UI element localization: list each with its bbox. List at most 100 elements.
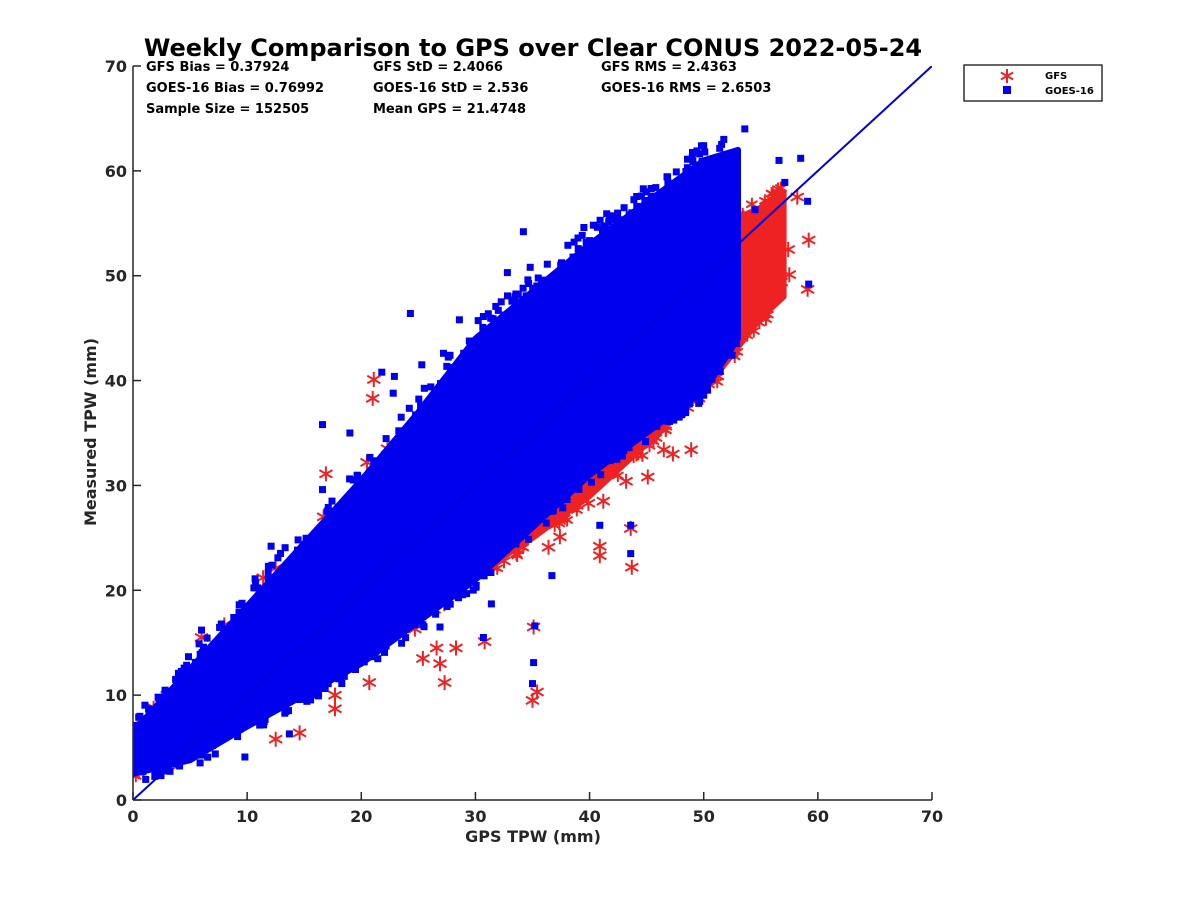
goes-16-point xyxy=(533,282,541,290)
gfs-point xyxy=(571,499,584,513)
y-tick-label: 10 xyxy=(105,686,127,705)
goes-16-point xyxy=(497,298,505,306)
goes-16-point xyxy=(321,685,329,692)
goes-16-point xyxy=(238,599,246,607)
goes-16-point xyxy=(620,447,628,455)
goes-16-point xyxy=(700,391,708,399)
goes-16-point xyxy=(474,317,482,325)
legend-entry-goes-16: GOES-16 xyxy=(1003,86,1094,97)
goes-16-point xyxy=(370,457,378,465)
goes-16-point xyxy=(615,216,623,224)
goes-16-point xyxy=(688,153,696,161)
goes-16-point xyxy=(142,775,150,783)
goes-16-point xyxy=(578,231,586,239)
goes-16-point xyxy=(647,185,655,192)
gfs-point xyxy=(268,731,283,747)
goes-16-point xyxy=(487,600,495,608)
goes-16-point xyxy=(458,588,466,596)
goes-16-point xyxy=(469,586,477,594)
goes-16-point xyxy=(606,457,614,465)
goes-16-point xyxy=(161,686,169,694)
gfs-point xyxy=(640,469,655,485)
goes-16-point xyxy=(309,691,317,699)
goes-16-point xyxy=(277,549,284,557)
goes-16-point xyxy=(281,544,289,552)
goes-16-point xyxy=(479,634,487,641)
goes-16-point xyxy=(260,721,268,729)
goes-16-point xyxy=(633,202,641,210)
goes-16-point xyxy=(538,278,546,286)
goes-16-point xyxy=(242,602,250,610)
goes-16-point xyxy=(455,593,462,601)
goes-16-point xyxy=(267,542,275,550)
goes-16-point xyxy=(315,689,323,697)
goes-16-point xyxy=(683,164,691,172)
goes-16-point xyxy=(389,389,397,397)
goes-16-point xyxy=(542,519,550,527)
gfs-point xyxy=(592,548,607,564)
goes-16-point xyxy=(196,759,204,767)
gfs-point xyxy=(801,232,816,248)
goes-16-point xyxy=(613,455,621,463)
goes-16-point xyxy=(689,158,697,166)
goes-16-point xyxy=(264,575,272,582)
goes-16-point xyxy=(492,302,500,310)
goes-16-point xyxy=(427,383,435,391)
goes-16-point xyxy=(508,297,516,305)
gfs-point xyxy=(781,242,796,257)
goes-16-point xyxy=(151,772,159,780)
goes-16-point xyxy=(412,411,420,419)
gfs-point xyxy=(366,372,381,387)
gfs-point xyxy=(318,466,333,482)
goes-16-point xyxy=(652,184,660,192)
goes-16-point xyxy=(689,149,696,156)
y-tick-label: 20 xyxy=(105,581,127,600)
goes-16-point xyxy=(557,261,565,269)
goes-16-point xyxy=(381,648,388,656)
goes-16-point xyxy=(599,226,606,234)
goes-16-point xyxy=(405,404,413,412)
goes-16-point xyxy=(398,639,406,647)
goes-16-point xyxy=(172,675,180,683)
goes-16-point xyxy=(472,582,480,589)
goes-16-point xyxy=(346,475,354,483)
goes-16-point xyxy=(251,575,259,583)
goes-16-point xyxy=(797,154,805,162)
x-tick-label: 70 xyxy=(921,807,943,826)
gfs-point xyxy=(790,189,805,205)
gfs-point xyxy=(511,549,524,562)
x-tick-label: 50 xyxy=(693,807,715,826)
goes-16-point xyxy=(390,372,398,380)
goes-16-point xyxy=(367,653,375,661)
goes-16-point xyxy=(294,546,301,554)
goes-16-point xyxy=(160,693,168,701)
gfs-point xyxy=(541,539,556,555)
gfs-point xyxy=(684,442,699,458)
goes-16-point xyxy=(720,135,728,143)
goes-16-point xyxy=(682,405,690,413)
goes-16-point xyxy=(693,161,700,169)
goes-16-point xyxy=(549,507,557,515)
goes-16-point xyxy=(616,449,624,457)
gfs-point xyxy=(596,493,611,509)
goes-16-point xyxy=(487,314,495,322)
y-tick-label: 0 xyxy=(116,791,127,810)
goes-16-point xyxy=(460,349,468,357)
gfs-point xyxy=(764,254,779,270)
legend-entry-gfs: GFS xyxy=(1000,69,1067,83)
goes-16-point xyxy=(415,395,423,403)
goes-16-point xyxy=(728,351,736,359)
goes-16-point xyxy=(324,504,332,511)
x-tick-label: 0 xyxy=(127,807,138,826)
plot-area xyxy=(133,66,932,800)
goes-16-point xyxy=(625,444,633,452)
goes-16-point xyxy=(338,680,346,687)
goes-16-point xyxy=(211,750,219,758)
goes-16-point xyxy=(264,569,272,576)
goes-16-point xyxy=(374,655,382,663)
gfs-point xyxy=(581,495,596,511)
goes-16-point xyxy=(529,284,537,292)
goes-16-point xyxy=(250,584,258,592)
goes-16-point xyxy=(254,584,262,592)
stats-annotations: GFS Bias = 0.37924 GFS StD = 2.4066 GFS RM… xyxy=(146,60,771,117)
